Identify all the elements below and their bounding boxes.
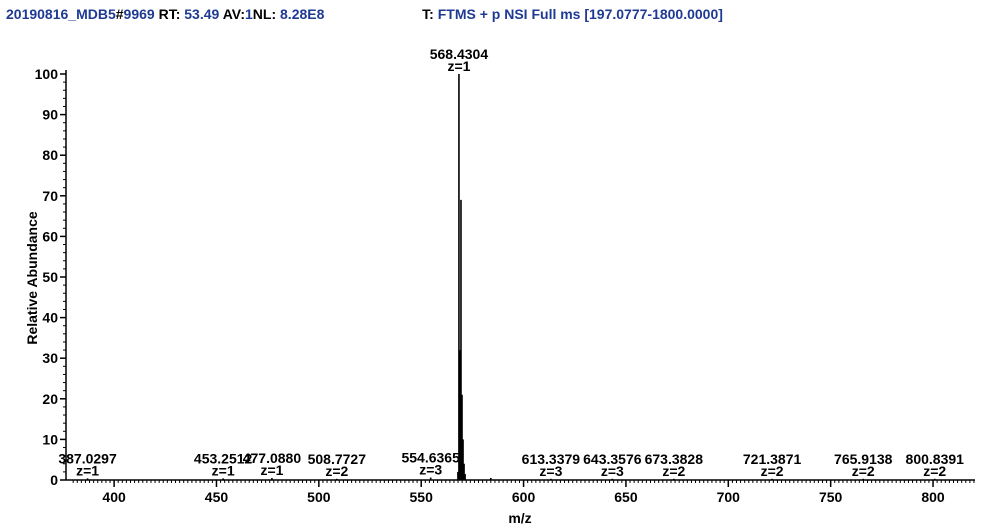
peak-mz-label: 387.0297: [58, 450, 117, 466]
y-tick-label: 0: [50, 472, 58, 488]
peak-charge-label: z=1: [260, 462, 283, 478]
av-label: AV:: [222, 6, 245, 22]
y-tick-label: 100: [35, 66, 59, 82]
y-tick-label: 10: [42, 431, 58, 447]
peak-charge-label: z=2: [662, 463, 685, 479]
peak-charge-label: z=1: [447, 58, 470, 74]
x-axis-label: m/z: [508, 510, 531, 526]
x-tick-label: 600: [512, 489, 536, 505]
rt-label: RT:: [158, 6, 181, 22]
peak-sticks: [86, 74, 936, 480]
nl-label: NL:: [252, 6, 277, 22]
spectrum-header: 20190816_MDB5#9969 RT: 53.49 AV:1NL: 8.2…: [6, 6, 996, 26]
y-tick-label: 40: [42, 310, 58, 326]
peak-labels: 568.4304z=1387.0297z=1453.2512z=1477.088…: [58, 46, 964, 479]
peak-charge-label: z=1: [212, 462, 235, 478]
peak-mz-label: 643.3576: [583, 451, 642, 467]
peak-charge-label: z=2: [325, 463, 348, 479]
y-axis-label: Relative Abundance: [24, 211, 40, 345]
y-tick-label: 70: [42, 188, 58, 204]
y-tick-label: 90: [42, 107, 58, 123]
peak-charge-label: z=2: [923, 463, 946, 479]
chart-axes: 0 10 20 30 40 50 60 70 80 90 100 400 450 500 550 600 650…: [35, 66, 975, 505]
peak-mz-label: 765.9138: [834, 451, 893, 467]
peak-mz-label: 508.7727: [308, 451, 367, 467]
peak-mz-label: 721.3871: [743, 451, 802, 467]
x-tick-label: 550: [410, 489, 434, 505]
scan-prefix: #: [115, 6, 124, 22]
peak-charge-label: z=3: [539, 463, 562, 479]
x-tick-label: 650: [614, 489, 638, 505]
peak-mz-label: 613.3379: [522, 451, 581, 467]
file-id: 20190816_MDB5: [6, 6, 116, 22]
peak-mz-label: 453.2512: [194, 450, 253, 466]
nl-value: 8.28E8: [280, 6, 325, 22]
y-tick-label: 50: [42, 269, 58, 285]
filter-prefix: T:: [422, 6, 434, 22]
peak-mz-label: 568.4304: [430, 46, 489, 62]
y-tick-label: 20: [42, 391, 58, 407]
av-value: 1: [245, 6, 253, 22]
peak-charge-label: z=3: [419, 462, 442, 478]
x-tick-label: 800: [921, 489, 945, 505]
y-tick-label: 80: [42, 147, 58, 163]
peak-charge-label: z=2: [761, 463, 784, 479]
peak-charge-label: z=2: [852, 463, 875, 479]
scan-number: 9969: [123, 6, 155, 22]
x-tick-label: 500: [307, 489, 331, 505]
scan-filter: FTMS + p NSI Full ms [197.0777-1800.0000…: [437, 6, 723, 22]
peak-mz-label: 673.3828: [645, 451, 704, 467]
x-tick-label: 400: [102, 489, 126, 505]
y-tick-label: 60: [42, 228, 58, 244]
x-tick-label: 450: [205, 489, 229, 505]
peak-mz-label: 800.8391: [906, 451, 965, 467]
peak-charge-label: z=3: [601, 463, 624, 479]
peak-mz-label: 477.0880: [243, 450, 302, 466]
x-tick-label: 750: [819, 489, 843, 505]
peak-charge-label: z=1: [76, 462, 99, 478]
rt-value: 53.49: [184, 6, 220, 22]
peak-mz-label: 554.6365: [401, 450, 460, 466]
x-tick-label: 700: [717, 489, 741, 505]
y-tick-label: 30: [42, 350, 58, 366]
